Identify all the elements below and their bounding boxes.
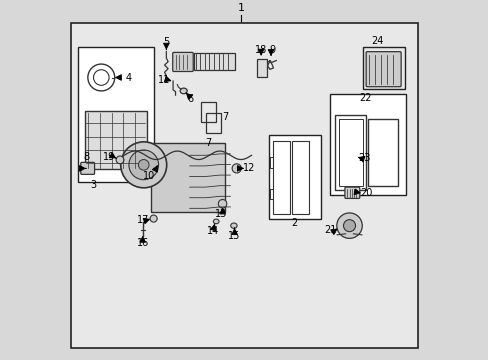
Text: 6: 6 [187, 94, 193, 104]
Bar [194, 53, 234, 71]
Circle shape [121, 142, 166, 188]
Text: 3: 3 [90, 180, 96, 190]
Bar [78, 48, 154, 182]
Bar [272, 141, 289, 213]
FancyBboxPatch shape [81, 162, 94, 174]
Text: 24: 24 [371, 36, 383, 46]
Text: 17: 17 [136, 215, 149, 225]
FancyBboxPatch shape [172, 53, 193, 72]
Text: 2: 2 [290, 218, 297, 228]
Text: 11: 11 [158, 75, 170, 85]
Text: 18: 18 [254, 45, 267, 54]
Text: 21: 21 [324, 225, 336, 235]
Bar [329, 94, 405, 195]
Circle shape [336, 213, 362, 238]
Text: 15: 15 [228, 231, 240, 241]
Circle shape [343, 220, 355, 232]
Text: 12: 12 [243, 163, 255, 174]
Text: 7: 7 [205, 138, 211, 148]
Text: 1: 1 [237, 3, 244, 13]
Circle shape [150, 215, 157, 222]
Text: 10: 10 [143, 171, 155, 181]
Bar [268, 135, 320, 219]
FancyBboxPatch shape [366, 52, 400, 87]
Circle shape [218, 199, 226, 208]
Text: 9: 9 [268, 45, 275, 55]
Text: 16: 16 [136, 238, 148, 248]
Circle shape [232, 164, 241, 173]
Bar [84, 111, 146, 170]
Bar [292, 141, 308, 213]
FancyBboxPatch shape [344, 187, 359, 198]
Text: 19: 19 [102, 152, 115, 162]
Ellipse shape [180, 88, 187, 94]
Bar [367, 119, 397, 186]
Text: 14: 14 [207, 226, 219, 237]
Circle shape [116, 156, 123, 164]
Text: 23: 23 [358, 153, 370, 163]
Bar [206, 113, 221, 133]
Text: 5: 5 [163, 37, 169, 48]
Bar [363, 48, 404, 89]
Text: 7: 7 [222, 112, 228, 122]
Bar [335, 115, 366, 190]
Circle shape [129, 150, 158, 180]
Ellipse shape [213, 219, 219, 224]
Ellipse shape [230, 223, 237, 228]
Bar [338, 119, 362, 186]
Text: 13: 13 [215, 209, 227, 219]
Text: 22: 22 [359, 93, 371, 103]
Bar [257, 59, 266, 77]
Text: 8: 8 [83, 152, 89, 162]
Text: 20: 20 [360, 188, 372, 198]
Bar [200, 102, 215, 122]
Bar [150, 143, 224, 212]
Text: 4: 4 [125, 72, 131, 82]
Circle shape [138, 159, 149, 170]
